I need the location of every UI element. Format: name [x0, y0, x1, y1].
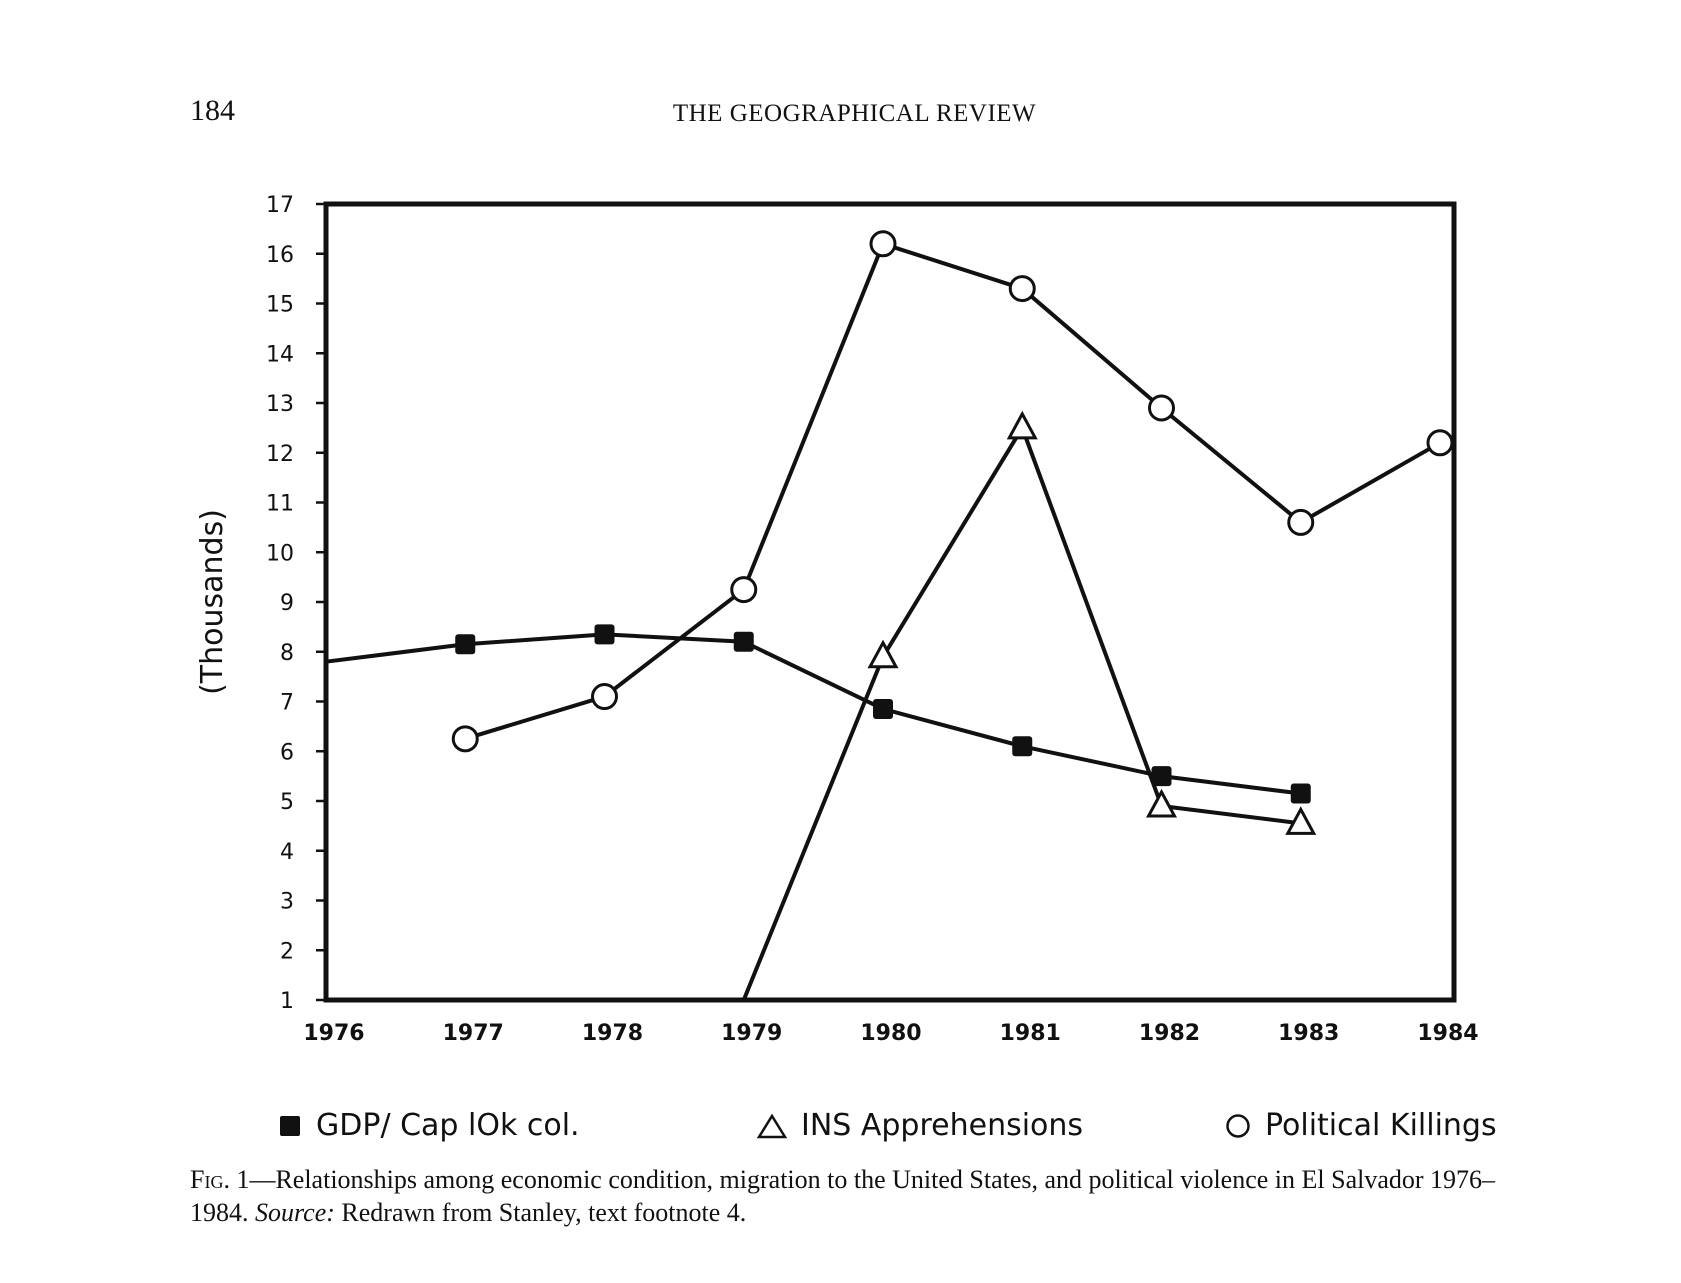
y-axis-label: (Thousands)	[195, 509, 230, 695]
legend: GDP/ Cap lOk col. INS Apprehensions Poli…	[0, 1108, 1681, 1158]
legend-item-ins: INS Apprehensions	[757, 1108, 1083, 1143]
caption-source-text: Redrawn from Stanley, text footnote 4.	[334, 1198, 747, 1227]
y-tick-label: 6	[280, 740, 294, 765]
y-tick-label: 1	[280, 989, 294, 1014]
y-tick-label: 8	[280, 641, 294, 666]
data-point-circle	[730, 576, 758, 604]
series-filled-square	[325, 624, 1311, 804]
data-point-circle	[1148, 394, 1175, 422]
data-point-square	[873, 698, 893, 719]
series-open-circle	[451, 230, 1454, 753]
journal-title: THE GEOGRAPHICAL REVIEW	[672, 100, 1037, 127]
x-tick-label: 1977	[443, 1021, 504, 1046]
x-tick-label: 1984	[1417, 1021, 1478, 1046]
legend-label-gdp: GDP/ Cap lOk col.	[316, 1108, 580, 1143]
y-tick-label: 15	[266, 293, 294, 318]
y-tick-label: 2	[280, 939, 294, 964]
y-tick-label: 10	[266, 541, 294, 566]
x-axis-ticks: 1976 1977 1978 1979 1980 1981 1982 1983 1984	[303, 1021, 1478, 1046]
data-point-triangle	[1285, 806, 1317, 835]
data-point-triangle	[867, 639, 899, 669]
series-line	[325, 632, 1301, 796]
y-tick-label: 9	[280, 591, 294, 616]
data-point-triangle	[1145, 788, 1178, 818]
open-triangle-icon	[757, 1113, 787, 1138]
data-point-triangle	[1006, 410, 1038, 440]
figure-tag: Fig. 1	[190, 1165, 250, 1194]
x-tick-label: 1981	[1000, 1021, 1061, 1046]
data-point-square	[594, 624, 615, 645]
filled-square-icon	[280, 1115, 300, 1136]
plot-frame	[323, 201, 1457, 1003]
page-header: 184 THE GEOGRAPHICAL REVIEW	[0, 94, 1681, 134]
data-point-circle	[591, 683, 618, 711]
series-layer	[325, 230, 1454, 1001]
y-tick-label: 13	[266, 392, 294, 417]
y-tick-label: 5	[280, 790, 294, 815]
series-line	[741, 425, 1301, 1001]
data-point-square	[1151, 766, 1172, 787]
data-point-circle	[451, 725, 479, 753]
y-tick-label: 16	[266, 243, 294, 268]
caption-main-text: —Relationships among economic condition,…	[190, 1165, 1496, 1227]
caption-source-label: Source:	[255, 1198, 335, 1227]
y-tick-label: 14	[266, 342, 294, 367]
data-point-circle	[1426, 429, 1454, 457]
y-tick-label: 7	[280, 691, 294, 716]
y-tick-label: 12	[266, 442, 294, 467]
data-point-circle	[869, 230, 897, 258]
x-tick-label: 1978	[582, 1021, 643, 1046]
legend-item-killings: Political Killings	[1225, 1108, 1497, 1143]
data-point-square	[733, 631, 754, 652]
series-line	[464, 241, 1441, 741]
figure-caption: Fig. 1—Relationships among economic cond…	[190, 1163, 1540, 1229]
x-tick-label: 1980	[860, 1021, 921, 1046]
y-tick-label: 11	[266, 492, 294, 517]
data-point-square	[1012, 736, 1033, 757]
y-tick-label: 3	[280, 890, 294, 915]
x-tick-label: 1976	[303, 1021, 364, 1046]
x-tick-label: 1983	[1278, 1021, 1339, 1046]
open-circle-icon	[1226, 1113, 1250, 1138]
legend-item-gdp: GDP/ Cap lOk col.	[278, 1108, 580, 1143]
y-tick-label: 17	[266, 193, 294, 218]
legend-label-ins: INS Apprehensions	[801, 1108, 1084, 1143]
series-open-triangle	[741, 410, 1317, 1001]
data-point-circle	[1008, 275, 1036, 303]
data-point-square	[455, 634, 476, 655]
x-tick-label: 1979	[721, 1021, 782, 1046]
x-tick-label: 1982	[1139, 1021, 1200, 1046]
data-point-circle	[1287, 508, 1315, 536]
y-tick-label: 4	[280, 840, 294, 865]
page-number: 184	[190, 94, 235, 127]
data-point-square	[1290, 783, 1311, 804]
legend-label-killings: Political Killings	[1265, 1108, 1497, 1143]
